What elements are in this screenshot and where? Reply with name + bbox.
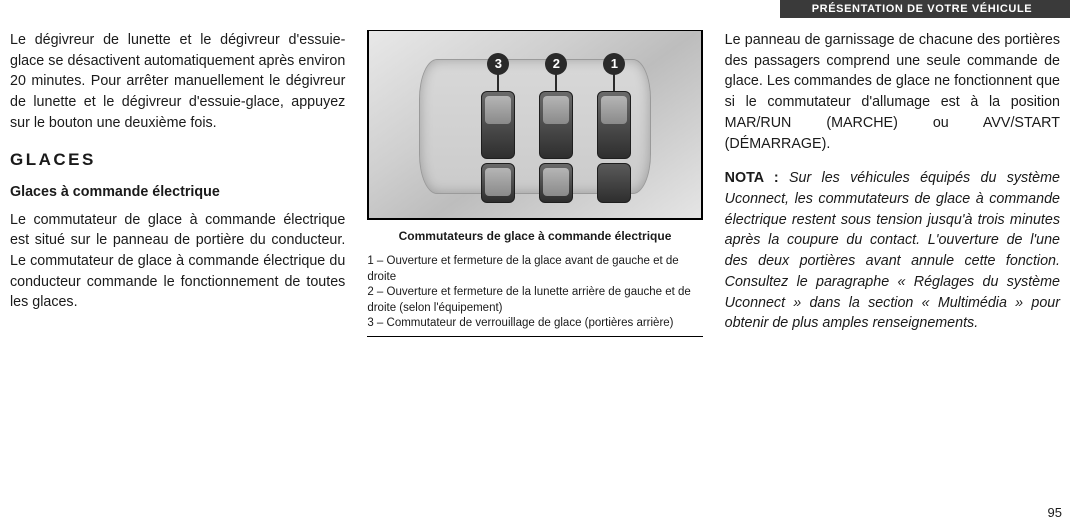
nota-label: NOTA : xyxy=(725,170,779,186)
section-header: PRÉSENTATION DE VOTRE VÉHICULE xyxy=(780,0,1070,18)
legend-item-1: 1 – Ouverture et fermeture de la glace a… xyxy=(367,254,702,285)
switch-lockgroup xyxy=(481,91,515,159)
switch-front xyxy=(597,91,631,159)
switch-extra-b xyxy=(539,163,573,203)
legend-item-3: 3 – Commutateur de verrouillage de glace… xyxy=(367,316,702,332)
nota-body: Sur les véhicules équipés du système Uco… xyxy=(725,170,1060,331)
switch-lock xyxy=(597,163,631,203)
legend-rule xyxy=(367,336,702,337)
heading-glaces: GLACES xyxy=(10,150,345,170)
column-left: Le dégivreur de lunette et le dégivreur … xyxy=(10,30,345,348)
defroster-paragraph: Le dégivreur de lunette et le dégivreur … xyxy=(10,30,345,134)
heading-power-windows: Glaces à commande électrique xyxy=(10,184,345,200)
passenger-window-paragraph: Le panneau de garnissage de chacune des … xyxy=(725,30,1060,154)
page-number: 95 xyxy=(1048,505,1062,520)
figure-legend: 1 – Ouverture et fermeture de la glace a… xyxy=(367,254,702,343)
window-switch-figure: 1 2 3 xyxy=(367,30,702,220)
figure-caption: Commutateurs de glace à commande électri… xyxy=(375,228,694,244)
callout-stem-3 xyxy=(497,74,499,91)
column-right: Le panneau de garnissage de chacune des … xyxy=(725,30,1060,348)
callout-stem-2 xyxy=(555,74,557,91)
power-window-paragraph: Le commutateur de glace à commande élect… xyxy=(10,210,345,314)
legend-item-2: 2 – Ouverture et fermeture de la lunette… xyxy=(367,285,702,316)
nota-paragraph: NOTA : Sur les véhicules équipés du syst… xyxy=(725,168,1060,334)
page-columns: Le dégivreur de lunette et le dégivreur … xyxy=(10,30,1060,348)
switch-extra-a xyxy=(481,163,515,203)
column-middle: 1 2 3 Commutateurs de glace à commande é… xyxy=(367,30,702,348)
callout-stem-1 xyxy=(613,74,615,91)
switch-rear xyxy=(539,91,573,159)
